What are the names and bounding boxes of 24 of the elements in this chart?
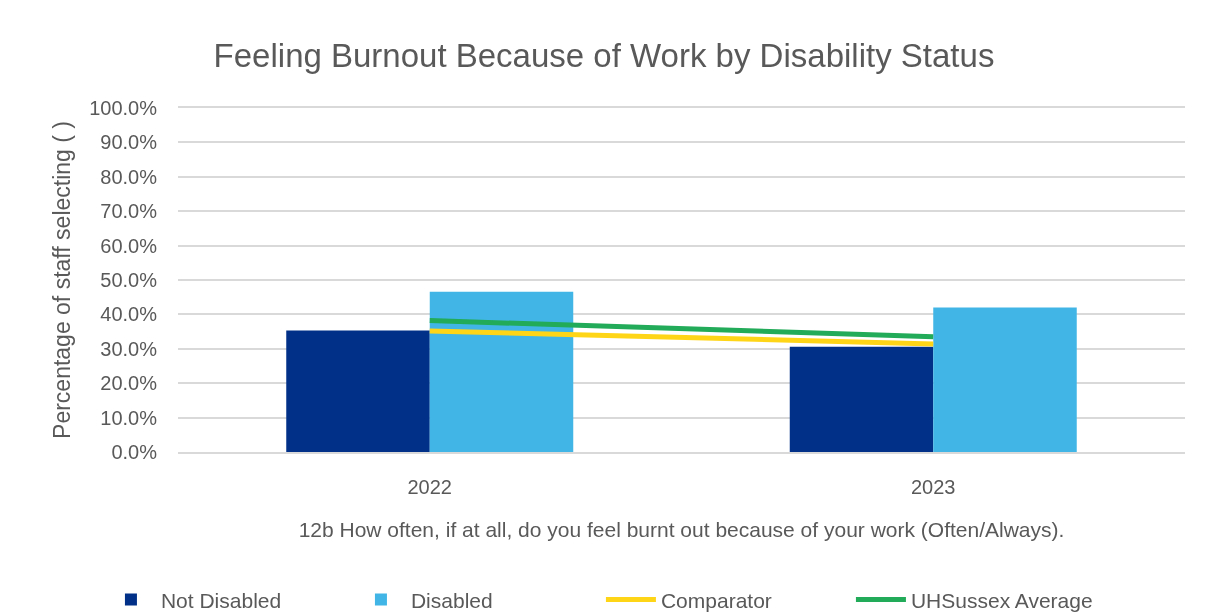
legend-label: UHSussex Average [910,588,1093,612]
bar [286,330,430,452]
legend-label: Comparator [660,588,772,612]
y-tick-label: 60.0% [100,234,158,257]
y-axis-title: Percentage of staff selecting ( ) [48,121,75,439]
bar [789,346,934,452]
y-tick-label: 80.0% [100,165,158,188]
chart-title: Feeling Burnout Because of Work by Disability Status [213,36,995,74]
y-tick-label: 10.0% [100,406,158,429]
bar [429,291,574,452]
x-tick-label: 2023 [911,475,956,498]
x-tick-label: 2022 [407,475,452,498]
legend-label: Disabled [410,588,493,612]
y-tick-label: 0.0% [111,441,158,463]
y-tick-label: 40.0% [100,303,158,326]
y-tick-label: 100.0% [89,97,158,119]
bar [933,307,1077,452]
y-tick-label: 70.0% [100,200,158,223]
y-tick-label: 20.0% [100,372,158,395]
legend-label: Not Disabled [160,588,282,612]
y-tick-label: 50.0% [100,269,158,291]
x-axis-title: 12b How often, if at all, do you feel burnt out because of your work (Often/Always). [298,518,1065,542]
y-tick-label: 30.0% [100,337,158,360]
y-tick-label: 90.0% [100,131,158,154]
